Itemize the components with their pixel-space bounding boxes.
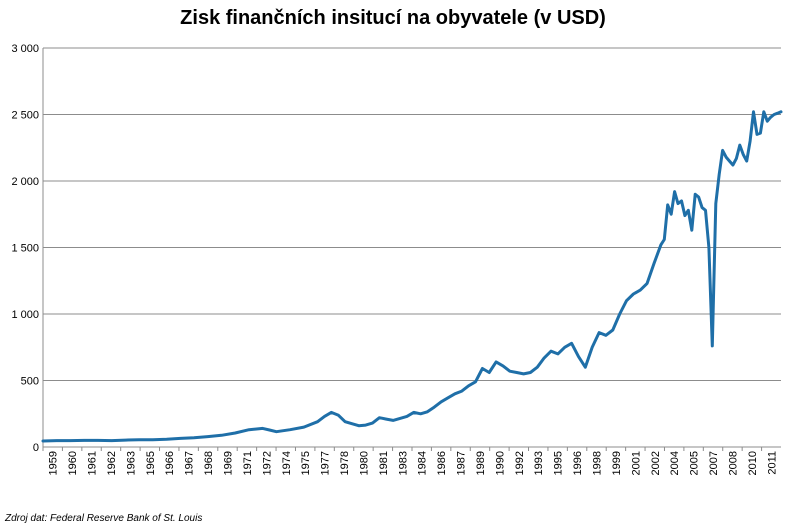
y-tick-label: 0 <box>33 442 39 454</box>
x-tick-label: 1999 <box>611 451 623 475</box>
grid <box>42 47 781 448</box>
y-tick-label: 2 500 <box>11 110 39 122</box>
x-tick-label: 1993 <box>533 451 545 475</box>
x-tick-label: 1983 <box>397 451 409 475</box>
x-tick-label: 1971 <box>242 451 254 475</box>
x-tick-label: 1978 <box>339 451 351 475</box>
x-tick-label: 1966 <box>164 451 176 475</box>
y-axis-ticks: 0 500 1 000 1 500 2 000 2 500 3 000 <box>11 43 39 454</box>
x-tick-label: 2007 <box>708 451 720 475</box>
x-tick-label: 1968 <box>203 451 215 475</box>
x-tick-label: 1996 <box>572 451 584 475</box>
y-tick-label: 2 000 <box>11 176 39 188</box>
y-tick-label: 500 <box>21 376 39 388</box>
x-tick-label: 2005 <box>689 451 701 475</box>
x-tick-label: 1990 <box>494 451 506 475</box>
x-tick-label: 2004 <box>669 451 681 475</box>
x-tick-label: 1969 <box>223 451 235 475</box>
x-tick-label: 1960 <box>67 451 79 475</box>
x-tick-label: 1992 <box>514 451 526 475</box>
x-tick-label: 1962 <box>106 451 118 475</box>
x-tick-label: 1975 <box>300 451 312 475</box>
x-tick-label: 2008 <box>727 451 739 475</box>
x-tick-label: 1998 <box>592 451 604 475</box>
x-tick-label: 1972 <box>261 451 273 475</box>
data-source-note: Zdroj dat: Federal Reserve Bank of St. L… <box>5 513 203 524</box>
x-tick-label: 1959 <box>48 451 60 475</box>
x-tick-label: 2010 <box>747 451 759 475</box>
chart-title: Zisk finančních insitucí na obyvatele (v… <box>180 7 606 29</box>
x-tick-label: 1974 <box>281 451 293 475</box>
x-tick-label: 1987 <box>456 451 468 475</box>
x-tick-label: 1984 <box>417 451 429 475</box>
x-tick-label: 2011 <box>766 451 778 475</box>
x-tick-label: 1965 <box>145 451 157 475</box>
series-line <box>41 110 783 443</box>
x-tick-label: 1980 <box>358 451 370 475</box>
series <box>41 110 783 443</box>
y-tick-label: 1 000 <box>11 309 39 321</box>
x-tick-label: 1967 <box>184 451 196 475</box>
x-tick-label: 2002 <box>650 451 662 475</box>
x-tick-label: 1989 <box>475 451 487 475</box>
y-tick-label: 3 000 <box>11 43 39 55</box>
y-tick-label: 1 500 <box>11 243 39 255</box>
x-tick-label: 1981 <box>378 451 390 475</box>
x-tick-label: 2001 <box>630 451 642 475</box>
x-tick-label: 1977 <box>320 451 332 475</box>
x-tick-label: 1986 <box>436 451 448 475</box>
x-tick-label: 1961 <box>87 451 99 475</box>
x-tick-label: 1995 <box>553 451 565 475</box>
x-tick-label: 1963 <box>125 451 137 475</box>
x-axis-ticks: 1959 1960 1961 1962 1963 1965 1966 1967 1968 1969… <box>42 447 778 475</box>
